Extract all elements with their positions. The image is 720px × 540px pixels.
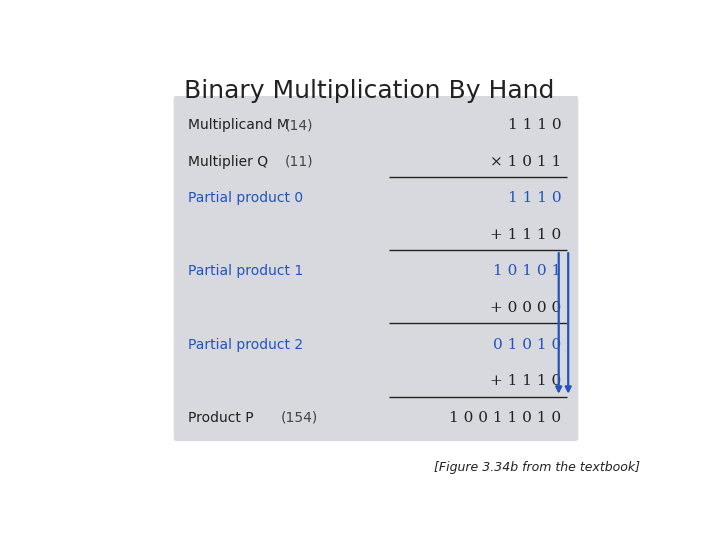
Text: (14): (14): [285, 118, 313, 132]
Text: + 1 1 1 0: + 1 1 1 0: [490, 374, 562, 388]
Text: (11): (11): [285, 154, 314, 168]
Text: Binary Multiplication By Hand: Binary Multiplication By Hand: [184, 79, 554, 103]
Text: 1 1 1 0: 1 1 1 0: [508, 118, 562, 132]
Text: 1 1 1 0: 1 1 1 0: [508, 191, 562, 205]
Text: Multiplier Q: Multiplier Q: [188, 154, 268, 168]
Text: 1 0 1 0 1: 1 0 1 0 1: [493, 265, 562, 279]
FancyBboxPatch shape: [174, 96, 578, 441]
Text: × 1 0 1 1: × 1 0 1 1: [490, 154, 562, 168]
Text: + 1 1 1 0: + 1 1 1 0: [490, 228, 562, 242]
Text: (154): (154): [281, 411, 318, 425]
Text: [Figure 3.34b from the textbook]: [Figure 3.34b from the textbook]: [433, 461, 639, 474]
Text: Partial product 2: Partial product 2: [188, 338, 303, 352]
Text: Multiplicand M: Multiplicand M: [188, 118, 289, 132]
Text: 1 0 0 1 1 0 1 0: 1 0 0 1 1 0 1 0: [449, 411, 562, 425]
Text: Partial product 0: Partial product 0: [188, 191, 303, 205]
Text: + 0 0 0 0: + 0 0 0 0: [490, 301, 562, 315]
Text: Product P: Product P: [188, 411, 253, 425]
Text: 0 1 0 1 0: 0 1 0 1 0: [493, 338, 562, 352]
Text: Partial product 1: Partial product 1: [188, 265, 303, 279]
